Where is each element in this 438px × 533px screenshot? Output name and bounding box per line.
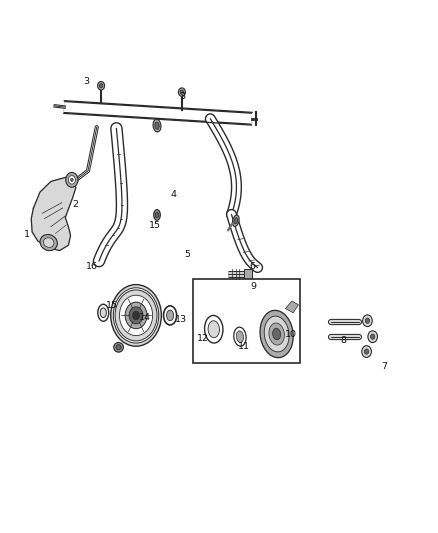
Ellipse shape xyxy=(234,327,246,346)
Ellipse shape xyxy=(208,321,219,338)
Ellipse shape xyxy=(40,235,57,251)
Ellipse shape xyxy=(163,306,177,325)
Text: 10: 10 xyxy=(285,330,297,339)
Circle shape xyxy=(371,334,375,340)
Ellipse shape xyxy=(116,345,121,350)
Text: 3: 3 xyxy=(179,92,185,101)
Circle shape xyxy=(68,175,75,184)
Text: 7: 7 xyxy=(381,362,387,371)
Circle shape xyxy=(125,302,147,329)
Text: 12: 12 xyxy=(197,334,209,343)
Ellipse shape xyxy=(264,316,289,352)
Text: 13: 13 xyxy=(174,315,187,324)
Circle shape xyxy=(178,88,185,96)
Circle shape xyxy=(66,172,78,187)
Ellipse shape xyxy=(205,316,223,343)
Ellipse shape xyxy=(155,212,159,218)
Text: 9: 9 xyxy=(250,282,256,291)
Text: 14: 14 xyxy=(139,312,151,321)
Ellipse shape xyxy=(233,215,239,227)
Circle shape xyxy=(363,315,372,327)
Ellipse shape xyxy=(166,310,173,321)
Circle shape xyxy=(71,178,73,181)
Ellipse shape xyxy=(155,122,159,130)
Ellipse shape xyxy=(234,217,238,224)
Text: 15: 15 xyxy=(149,221,161,230)
Text: 11: 11 xyxy=(238,342,251,351)
Ellipse shape xyxy=(269,323,284,345)
Bar xyxy=(193,279,300,364)
Circle shape xyxy=(364,349,369,354)
Ellipse shape xyxy=(154,209,160,220)
Circle shape xyxy=(368,331,378,343)
Polygon shape xyxy=(31,177,76,251)
Polygon shape xyxy=(286,301,298,313)
Circle shape xyxy=(98,82,105,90)
Text: 4: 4 xyxy=(170,190,176,199)
Ellipse shape xyxy=(260,310,293,358)
Circle shape xyxy=(113,288,159,343)
Text: 16: 16 xyxy=(86,262,99,271)
Text: 8: 8 xyxy=(340,336,346,345)
Circle shape xyxy=(129,307,143,324)
Ellipse shape xyxy=(237,331,244,343)
Ellipse shape xyxy=(98,304,109,321)
Text: 1: 1 xyxy=(24,230,30,239)
Ellipse shape xyxy=(153,119,161,132)
Circle shape xyxy=(115,290,157,341)
Circle shape xyxy=(120,295,152,336)
Text: 2: 2 xyxy=(73,200,79,209)
Circle shape xyxy=(133,311,140,320)
Circle shape xyxy=(99,84,103,88)
Ellipse shape xyxy=(100,308,106,318)
Circle shape xyxy=(180,90,184,94)
Text: 15: 15 xyxy=(106,301,118,310)
Circle shape xyxy=(111,285,161,346)
Ellipse shape xyxy=(43,238,54,247)
Ellipse shape xyxy=(272,328,281,340)
Text: 3: 3 xyxy=(83,77,89,86)
Circle shape xyxy=(362,346,371,358)
Circle shape xyxy=(365,318,370,324)
Bar xyxy=(244,269,252,279)
Ellipse shape xyxy=(114,343,124,352)
Text: 6: 6 xyxy=(249,262,255,271)
Text: 5: 5 xyxy=(184,251,191,260)
